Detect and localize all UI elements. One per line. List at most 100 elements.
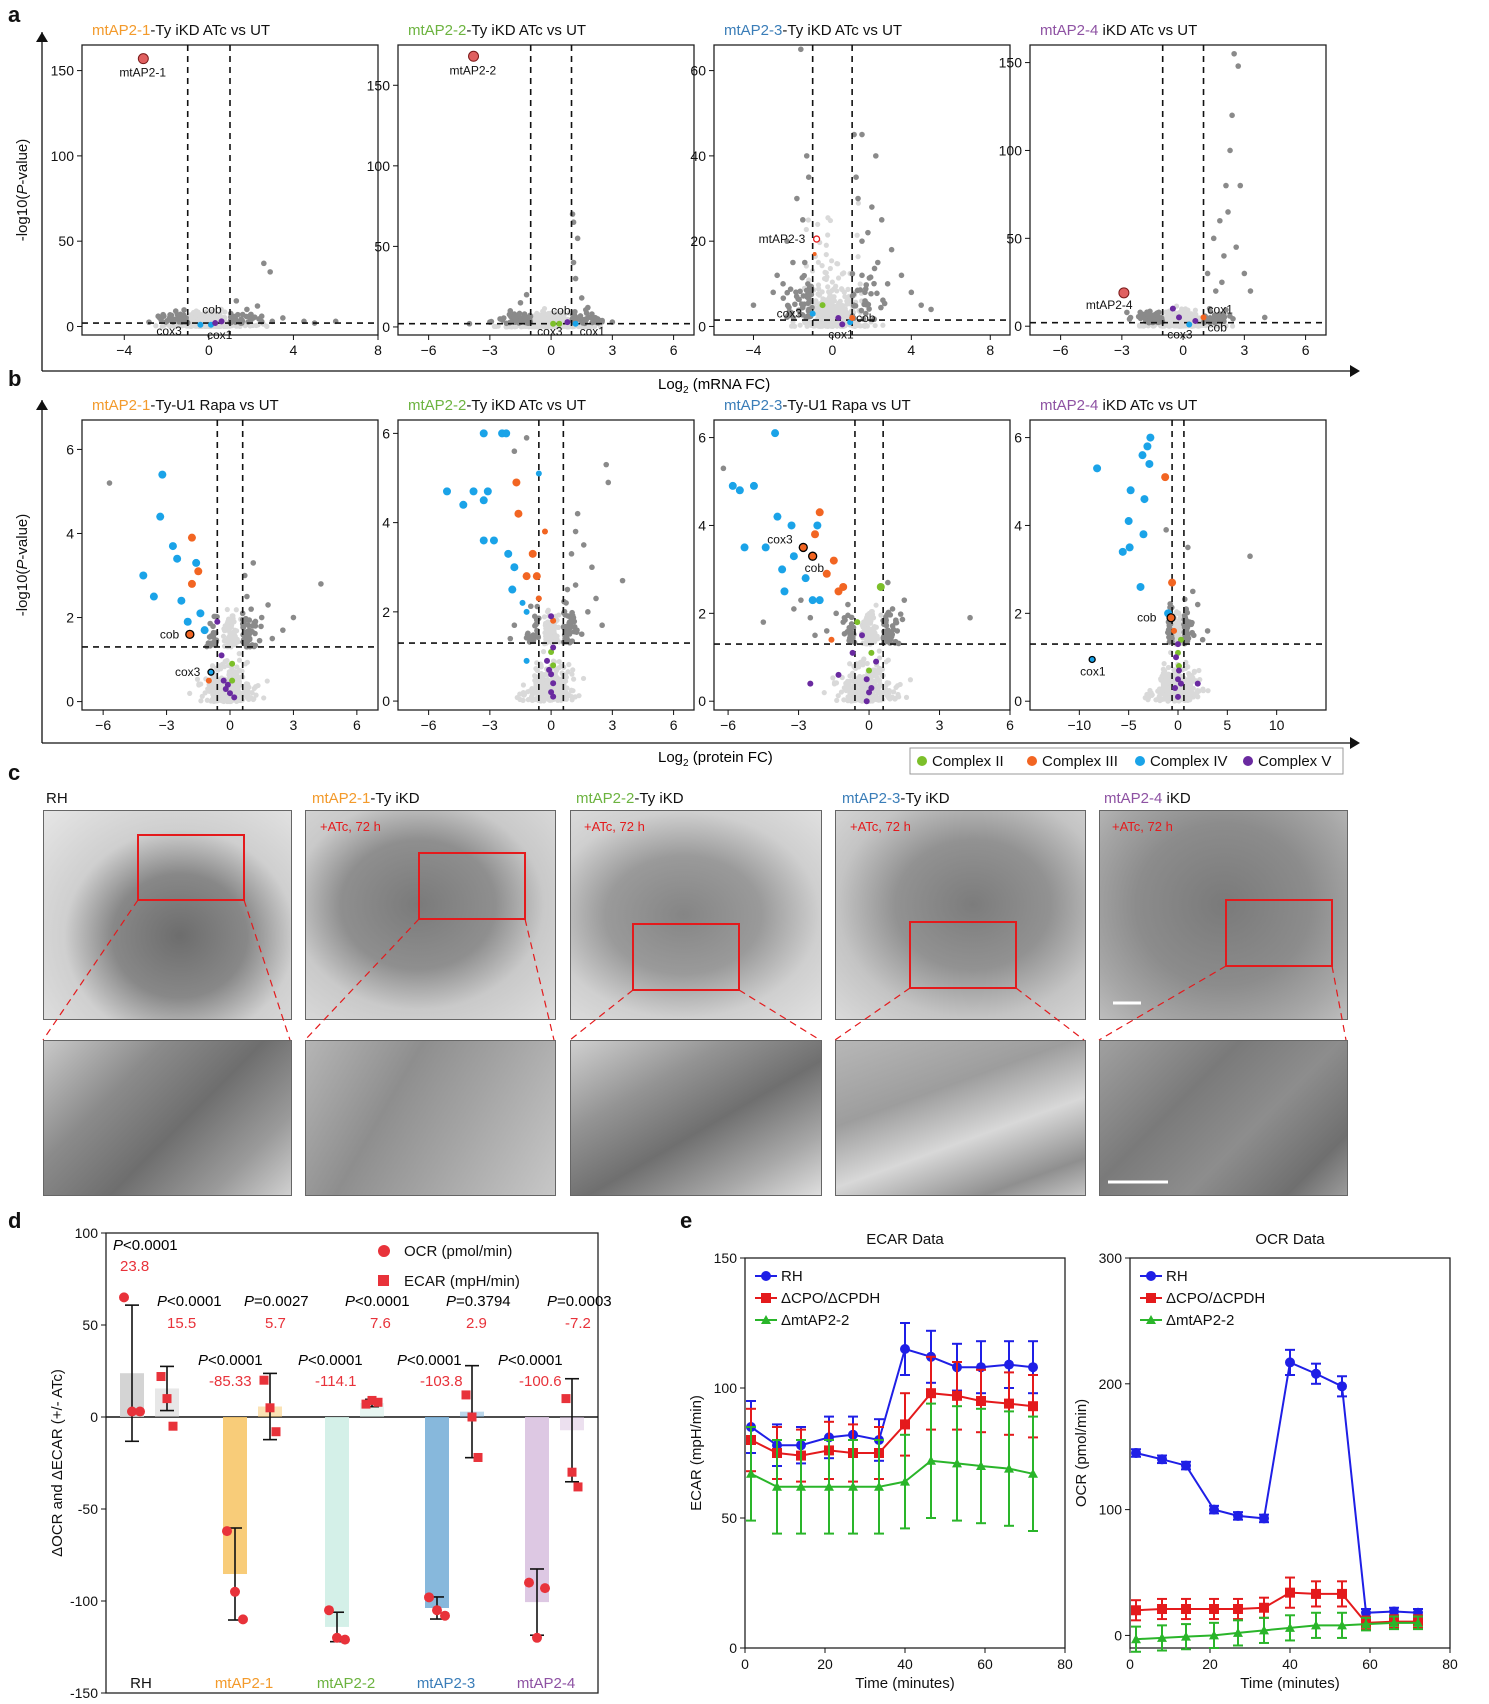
significant-point: [788, 310, 795, 316]
nonsignificant-point: [829, 287, 835, 294]
highlighted-protein-point: [1177, 680, 1184, 687]
highlighted-protein-point: [1136, 582, 1145, 591]
series-marker: [1004, 1359, 1014, 1370]
significant-point: [866, 306, 872, 312]
nonsignificant-point: [1191, 669, 1197, 675]
significant-point: [619, 577, 626, 584]
x-axis-label: Time (minutes): [855, 1675, 954, 1692]
nonsignificant-point: [560, 309, 566, 315]
gene-label: cob: [1137, 611, 1157, 625]
gene-label: cob: [551, 304, 571, 318]
significant-point: [318, 581, 324, 587]
zoom-region-box: [137, 834, 245, 901]
highlighted-protein-point: [1192, 317, 1199, 324]
significant-point: [261, 260, 267, 267]
ocr-p-value-letter: P: [198, 1352, 208, 1369]
significant-point: [574, 627, 580, 633]
significant-point: [865, 229, 871, 236]
significant-point: [859, 272, 865, 279]
nonsignificant-point: [816, 292, 823, 298]
significant-point: [564, 635, 570, 642]
highlighted-protein-point: [866, 667, 873, 674]
nonsignificant-point: [221, 664, 228, 670]
gene-label: cox1: [207, 328, 233, 342]
nonsignificant-point: [830, 675, 836, 681]
x-axis-title-mrna-log: Log: [658, 376, 683, 393]
y-tick-label: 60: [690, 63, 706, 79]
highlighted-protein-point: [1088, 655, 1096, 664]
highlighted-protein-point: [749, 481, 758, 490]
series-marker: [900, 1344, 910, 1354]
y-tick-label: 0: [66, 318, 74, 334]
nonsignificant-point: [495, 323, 501, 329]
nonsignificant-point: [876, 669, 883, 676]
nonsignificant-point: [1160, 670, 1166, 676]
micrograph-title-rest: iKD: [1162, 790, 1191, 807]
highlighted-protein-point: [863, 676, 870, 683]
significant-point: [760, 619, 767, 625]
plot-title-rest: -Ty-U1 Rapa vs UT: [150, 397, 278, 414]
x-tick-label: 20: [1202, 1656, 1218, 1672]
nonsignificant-point: [536, 312, 542, 318]
nonsignificant-point: [545, 636, 551, 642]
ecar-replicate-point: [271, 1427, 281, 1437]
significant-point: [798, 46, 804, 53]
nonsignificant-point: [871, 667, 877, 673]
ecar-mean-label: 15.5: [167, 1315, 196, 1332]
ocr-mean-label: -85.33: [209, 1373, 252, 1390]
ocr-replicate-point: [440, 1610, 450, 1621]
x-tick-label: 0: [865, 717, 873, 733]
highlighted-protein-point: [229, 660, 236, 667]
ecar-replicate-point: [259, 1375, 269, 1385]
complex-legend: Complex II Complex III Complex IV Complex V: [909, 747, 1344, 775]
nonsignificant-point: [825, 215, 831, 221]
gene-label: cox3: [777, 307, 803, 321]
highlighted-protein-point: [1172, 685, 1179, 692]
significant-point: [605, 479, 612, 486]
nonsignificant-point: [876, 684, 883, 690]
significant-point: [580, 316, 587, 323]
highlighted-protein-point: [1125, 543, 1134, 552]
nonsignificant-point: [823, 270, 829, 276]
gene-label: cox1: [828, 327, 854, 341]
plot-frame: [397, 44, 695, 336]
significant-point: [290, 614, 297, 621]
highlighted-protein-point: [808, 551, 818, 561]
significant-point: [858, 307, 865, 314]
micrograph-title-strain: mtAP2-3: [842, 790, 900, 807]
nonsignificant-point: [236, 651, 242, 657]
highlighted-protein-point: [214, 618, 221, 625]
significant-point: [845, 612, 851, 619]
significant-point: [823, 628, 830, 634]
em-bottom-mtap2-3: [835, 1040, 1086, 1196]
panel-a-x-axis-arrowhead: [1350, 365, 1360, 377]
highlighted-protein-point: [773, 512, 782, 521]
nonsignificant-point: [829, 279, 835, 285]
significant-point: [1189, 629, 1195, 636]
zoom-region-box: [418, 852, 526, 920]
nonsignificant-point: [889, 694, 895, 700]
x-axis-title-mrna-rest: (mRNA FC): [689, 376, 771, 393]
significant-point: [862, 298, 868, 304]
significant-point: [791, 606, 797, 612]
legend-label: ΔmtAP2-2: [781, 1312, 849, 1329]
ocr-mean-label: 23.8: [120, 1258, 149, 1275]
nonsignificant-point: [823, 242, 829, 248]
series-marker: [1259, 1602, 1269, 1613]
volcano-plot-b4: mtAP2-4 iKD ATc vs UT cob cox1 −10 −5 0 5 10 0 2 4…: [1014, 397, 1327, 733]
x-axis-title-mrna: Log2 (mRNA FC): [658, 376, 770, 396]
highlighted-protein-point: [859, 632, 865, 639]
chart-title: OCR Data: [1255, 1231, 1325, 1248]
ecar-replicate-point: [473, 1452, 483, 1462]
nonsignificant-point: [534, 667, 540, 674]
x-axis-title-protein: Log2 (protein FC): [658, 749, 773, 769]
plot-title: mtAP2-1-Ty iKD ATc vs UT: [92, 22, 270, 39]
nonsignificant-point: [225, 617, 232, 624]
category-label: mtAP2-4: [517, 1675, 575, 1692]
significant-point: [578, 631, 585, 637]
highlighted-protein-point: [550, 662, 557, 669]
ocr-p-value-value: <0.0001: [407, 1352, 462, 1369]
em-top-rh: [43, 810, 292, 1020]
